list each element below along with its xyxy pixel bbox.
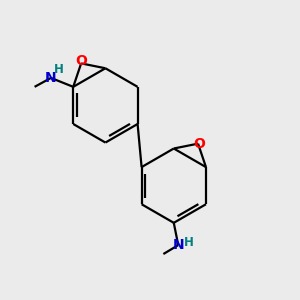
Text: O: O xyxy=(194,136,206,151)
Text: N: N xyxy=(172,238,184,252)
Text: H: H xyxy=(184,236,194,249)
Text: H: H xyxy=(54,62,64,76)
Text: O: O xyxy=(75,54,87,68)
Text: N: N xyxy=(45,71,57,85)
